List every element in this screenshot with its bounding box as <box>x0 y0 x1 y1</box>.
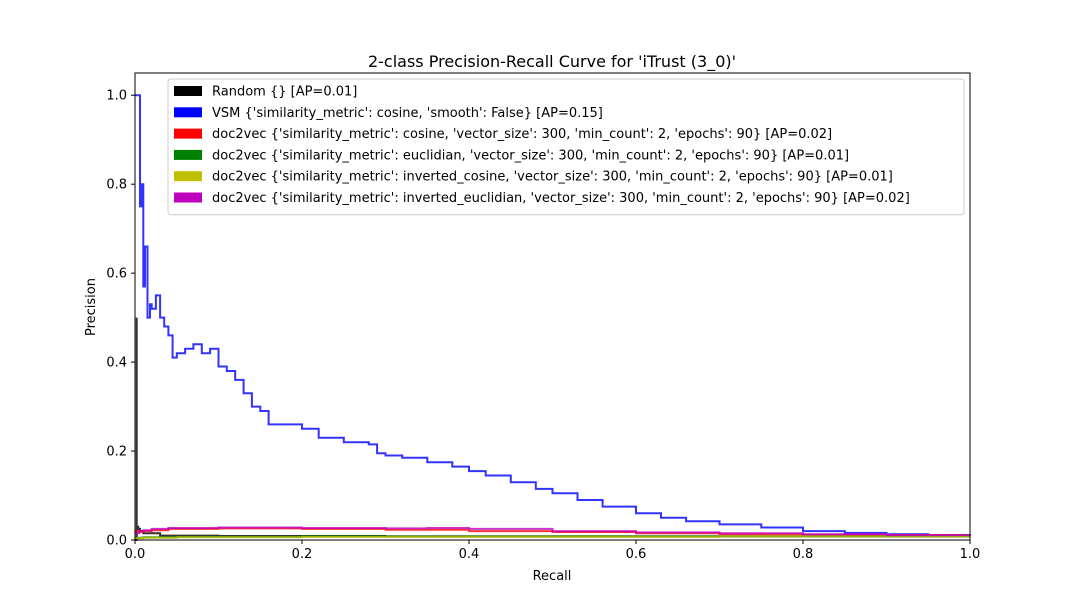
x-tick-label: 0.4 <box>459 547 480 562</box>
x-tick-label: 0.0 <box>125 547 146 562</box>
x-tick-label: 1.0 <box>960 547 981 562</box>
legend-swatch-5 <box>174 192 202 203</box>
series-line-4 <box>135 535 970 540</box>
plot-area <box>135 94 971 541</box>
axes: 0.0 0.2 0.4 0.6 0.8 1.0 0.0 0.2 0.4 0.6 0.8 1.0 <box>106 72 981 562</box>
y-tick-label: 0.6 <box>106 267 127 282</box>
x-tick-label: 0.8 <box>793 547 814 562</box>
legend-swatch-3 <box>174 149 202 160</box>
chart-title: 2-class Precision-Recall Curve for 'iTru… <box>368 52 736 72</box>
x-tick-label: 0.2 <box>292 547 313 562</box>
y-tick-label: 0.4 <box>106 356 127 371</box>
x-tick-label: 0.6 <box>626 547 647 562</box>
legend-swatch-1 <box>174 107 202 118</box>
series-line-5 <box>135 526 971 537</box>
legend-label-4: doc2vec {'similarity_metric': inverted_c… <box>212 170 893 185</box>
y-tick-label: 0.8 <box>106 178 127 193</box>
y-tick-label: 1.0 <box>106 89 127 104</box>
legend-label-3: doc2vec {'similarity_metric': euclidian,… <box>212 148 849 163</box>
legend-swatch-0 <box>174 86 202 96</box>
y-axis-label: Precision <box>84 278 99 336</box>
legend-label-2: doc2vec {'similarity_metric': cosine, 'v… <box>212 127 832 142</box>
axes-frame <box>134 72 971 541</box>
series-line-1 <box>135 94 971 537</box>
series-line-0 <box>135 317 970 541</box>
x-axis-label: Recall <box>533 569 572 584</box>
legend-swatch-2 <box>174 128 202 139</box>
legend: Random {} [AP=0.01] VSM {'similarity_metr… <box>167 78 965 216</box>
y-tick-label: 0.2 <box>106 445 127 460</box>
legend-swatch-4 <box>174 171 202 182</box>
y-tick-label: 0.0 <box>106 534 127 549</box>
legend-label-0: Random {} [AP=0.01] <box>212 85 357 100</box>
legend-label-5: doc2vec {'similarity_metric': inverted_e… <box>212 191 910 206</box>
legend-box <box>167 78 965 216</box>
legend-label-1: VSM {'similarity_metric': cosine, 'smoot… <box>212 106 603 121</box>
